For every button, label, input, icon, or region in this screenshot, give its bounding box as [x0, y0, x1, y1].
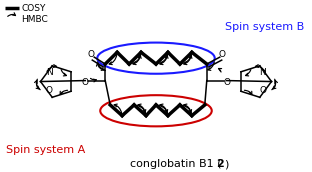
Text: O: O [218, 50, 225, 59]
Text: O: O [46, 86, 53, 95]
Text: O: O [88, 50, 95, 59]
Text: COSY: COSY [22, 4, 46, 13]
Text: N: N [259, 68, 266, 77]
Text: 2: 2 [216, 159, 223, 169]
Text: HMBC: HMBC [22, 15, 48, 24]
Text: O: O [223, 78, 230, 87]
Text: ): ) [224, 159, 228, 169]
Text: N: N [46, 68, 53, 77]
Text: O: O [82, 78, 89, 87]
Text: conglobatin B1 (: conglobatin B1 ( [130, 159, 222, 169]
Text: Spin system A: Spin system A [6, 145, 85, 155]
Text: O: O [259, 86, 266, 95]
Text: Spin system B: Spin system B [225, 22, 304, 32]
